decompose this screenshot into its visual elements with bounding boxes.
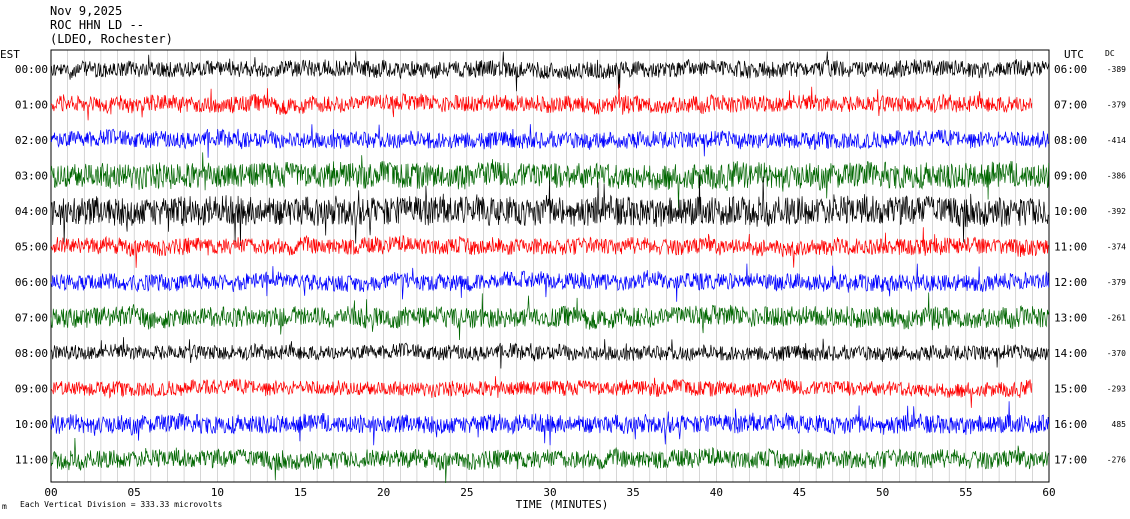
est-hour-label: 07:00 — [15, 312, 48, 325]
dc-offset-label: -414 — [1107, 136, 1126, 145]
left-timezone-label: EST — [0, 48, 20, 61]
utc-hour-label: 15:00 — [1054, 383, 1087, 396]
est-hour-label: 03:00 — [15, 170, 48, 183]
trace-1100 — [50, 437, 1049, 484]
x-tick-label: 30 — [543, 486, 556, 499]
network-name: (LDEO, Rochester) — [50, 32, 173, 46]
trace-0300 — [50, 152, 1050, 209]
utc-hour-label: 11:00 — [1054, 241, 1087, 254]
dc-offset-label: -276 — [1107, 456, 1126, 465]
utc-hour-label: 12:00 — [1054, 276, 1087, 289]
est-hour-label: 01:00 — [15, 99, 48, 112]
est-hour-label: 02:00 — [15, 134, 48, 147]
dc-offset-label: -379 — [1107, 101, 1126, 110]
utc-hour-label: 09:00 — [1054, 170, 1087, 183]
est-hour-label: 09:00 — [15, 383, 48, 396]
x-tick-label: 45 — [793, 486, 806, 499]
right-timezone-label: UTC — [1064, 48, 1084, 61]
trace-0500 — [50, 227, 1049, 268]
x-tick-label: 55 — [959, 486, 972, 499]
station-code: ROC HHN LD -- — [50, 18, 144, 32]
x-tick-label: 25 — [460, 486, 473, 499]
dc-offset-label: -379 — [1107, 278, 1126, 287]
dc-column-header: DC — [1105, 49, 1115, 58]
x-tick-label: 40 — [710, 486, 723, 499]
est-hour-label: 04:00 — [15, 205, 48, 218]
x-tick-label: 20 — [377, 486, 390, 499]
x-tick-label: 50 — [876, 486, 889, 499]
trace-0000 — [50, 51, 1050, 92]
vertical-scale-note: Each Vertical Division = 333.33 microvol… — [20, 500, 223, 509]
dc-offset-label: -389 — [1107, 65, 1126, 74]
plot-frame — [50, 49, 1050, 483]
trace-0400 — [50, 174, 1049, 247]
x-tick-label: 60 — [1042, 486, 1055, 499]
utc-hour-label: 17:00 — [1054, 454, 1087, 467]
dc-offset-label: -370 — [1107, 349, 1126, 358]
trace-0900 — [50, 376, 1033, 408]
trace-0800 — [50, 337, 1049, 369]
utc-hour-label: 08:00 — [1054, 134, 1087, 147]
dc-offset-label: -374 — [1107, 243, 1126, 252]
est-hour-label: 00:00 — [15, 63, 48, 76]
trace-1000 — [50, 401, 1050, 446]
utc-hour-label: 06:00 — [1054, 63, 1087, 76]
dc-offset-label: -386 — [1107, 172, 1126, 181]
x-tick-label: 00 — [44, 486, 57, 499]
utc-hour-label: 16:00 — [1054, 418, 1087, 431]
trace-0600 — [50, 263, 1050, 302]
corner-mark: m — [2, 502, 7, 511]
utc-hour-label: 07:00 — [1054, 99, 1087, 112]
x-tick-label: 05 — [128, 486, 141, 499]
record-date: Nov 9,2025 — [50, 4, 123, 18]
utc-hour-label: 13:00 — [1054, 312, 1087, 325]
est-hour-label: 05:00 — [15, 241, 48, 254]
est-hour-label: 11:00 — [15, 454, 48, 467]
trace-0200 — [50, 124, 1050, 158]
trace-0700 — [50, 292, 1050, 341]
x-tick-label: 35 — [627, 486, 640, 499]
dc-offset-label: -392 — [1107, 207, 1126, 216]
dc-offset-label: 485 — [1112, 420, 1127, 429]
dc-offset-label: -293 — [1107, 385, 1126, 394]
utc-hour-label: 10:00 — [1054, 205, 1087, 218]
est-hour-label: 10:00 — [15, 418, 48, 431]
utc-hour-label: 14:00 — [1054, 347, 1087, 360]
est-hour-label: 06:00 — [15, 276, 48, 289]
x-tick-label: 15 — [294, 486, 307, 499]
x-axis-label: TIME (MINUTES) — [516, 498, 609, 511]
x-tick-label: 10 — [211, 486, 224, 499]
dc-offset-label: -261 — [1107, 314, 1126, 323]
est-hour-label: 08:00 — [15, 347, 48, 360]
trace-0100 — [50, 83, 1033, 121]
